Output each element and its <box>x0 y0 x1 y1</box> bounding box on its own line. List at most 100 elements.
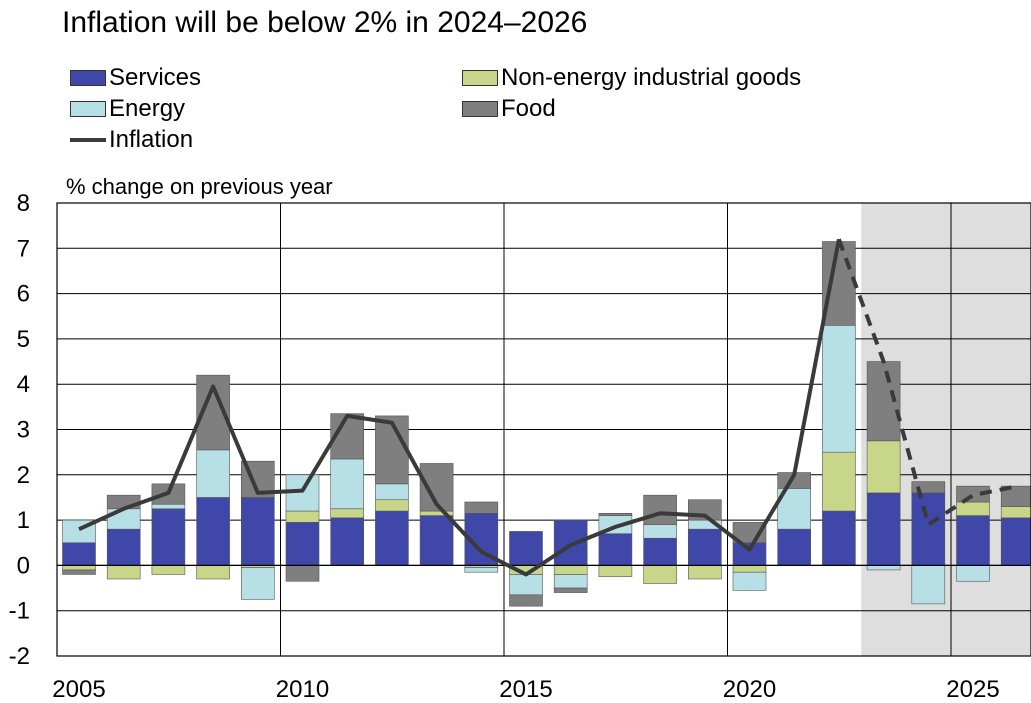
y-tick-label: 0 <box>17 552 30 579</box>
bar-services-2011 <box>330 517 365 566</box>
bar-energy-2012 <box>375 483 409 501</box>
plot-frame <box>56 202 1031 657</box>
bar-food-2026 <box>1000 485 1031 507</box>
bar-services-2023 <box>866 492 901 566</box>
bar-food-2015 <box>509 594 543 607</box>
legend-item-food: Food <box>462 95 556 123</box>
bar-services-2007 <box>151 508 186 566</box>
bar-non-energy-industrial-goods-2020 <box>732 565 767 573</box>
legend-label-inflation: Inflation <box>109 126 194 153</box>
legend-swatch-energy <box>70 101 106 117</box>
bar-non-energy-industrial-goods-2010 <box>285 510 320 523</box>
legend-item-services: Services <box>70 64 201 92</box>
bar-food-2018 <box>643 494 677 525</box>
bar-non-energy-industrial-goods-2017 <box>598 565 633 578</box>
legend-swatch-inflation <box>70 138 106 142</box>
bar-non-energy-industrial-goods-2005 <box>62 565 96 571</box>
bar-non-energy-industrial-goods-2016 <box>553 565 588 575</box>
legend-item-non-energy: Non-energy industrial goods <box>462 64 801 92</box>
bar-energy-2006 <box>106 508 141 530</box>
bar-services-2013 <box>419 515 454 566</box>
y-tick-label: 6 <box>17 281 30 308</box>
legend-swatch-non-energy <box>462 70 498 86</box>
x-tick-label: 2015 <box>499 676 552 703</box>
bar-non-energy-industrial-goods-2008 <box>196 565 230 580</box>
bar-services-2018 <box>643 537 677 566</box>
y-tick-label: 1 <box>17 507 30 534</box>
bar-food-2016 <box>553 587 588 593</box>
bar-energy-2008 <box>196 449 230 498</box>
bar-food-2017 <box>598 513 633 516</box>
bar-services-2010 <box>285 522 320 566</box>
bar-energy-2009 <box>241 567 275 600</box>
legend-swatch-services <box>70 70 106 86</box>
x-tick-label: 2010 <box>276 676 329 703</box>
bar-energy-2011 <box>330 458 365 510</box>
bar-food-2005 <box>62 569 96 575</box>
bar-non-energy-industrial-goods-2019 <box>687 565 722 580</box>
bar-energy-2018 <box>643 524 677 539</box>
bar-services-2021 <box>777 528 812 566</box>
legend-swatch-food <box>462 101 498 117</box>
bar-services-2006 <box>106 528 141 566</box>
bar-non-energy-industrial-goods-2025 <box>956 501 990 516</box>
bar-services-2015 <box>509 531 543 566</box>
bar-non-energy-industrial-goods-2018 <box>643 565 677 584</box>
legend-label-energy: Energy <box>109 95 186 122</box>
bar-energy-2022 <box>822 325 856 453</box>
bar-services-2016 <box>553 519 588 566</box>
bar-services-2025 <box>956 515 990 566</box>
bar-food-2025 <box>956 485 990 503</box>
bar-energy-2014 <box>464 567 499 573</box>
bar-food-2012 <box>375 415 409 485</box>
bar-food-2022 <box>822 241 856 326</box>
bar-services-2009 <box>241 497 275 566</box>
y-tick-label: 2 <box>17 462 30 489</box>
inflation-line <box>78 238 841 577</box>
bar-non-energy-industrial-goods-2006 <box>106 565 141 580</box>
bar-services-2008 <box>196 497 230 566</box>
bar-non-energy-industrial-goods-2023 <box>866 440 901 494</box>
bar-services-2005 <box>62 542 96 566</box>
bar-non-energy-industrial-goods-2022 <box>822 451 856 512</box>
bar-non-energy-industrial-goods-2026 <box>1000 506 1031 519</box>
y-tick-label: -1 <box>9 598 30 625</box>
bar-food-2014 <box>464 501 499 514</box>
bar-services-2019 <box>687 528 722 566</box>
bar-services-2012 <box>375 510 409 566</box>
legend-label-services: Services <box>109 64 202 91</box>
bar-services-2017 <box>598 533 633 566</box>
bar-food-2024 <box>911 481 946 494</box>
x-tick-label: 2020 <box>723 676 776 703</box>
bar-non-energy-industrial-goods-2011 <box>330 508 365 519</box>
legend-label-non-energy: Non-energy industrial goods <box>501 64 802 91</box>
bar-energy-2007 <box>151 503 186 510</box>
bar-non-energy-industrial-goods-2007 <box>151 565 186 575</box>
bar-energy-2025 <box>956 565 990 582</box>
y-tick-label: -2 <box>9 643 30 670</box>
legend-item-inflation: Inflation <box>70 126 193 154</box>
x-tick-label: 2005 <box>52 676 105 703</box>
y-tick-label: 3 <box>17 417 30 444</box>
legend-item-energy: Energy <box>70 95 185 123</box>
bar-energy-2020 <box>732 571 767 591</box>
y-tick-label: 5 <box>17 326 30 353</box>
y-axis-label: % change on previous year <box>66 174 333 199</box>
inflation-line-forecast <box>837 238 1019 528</box>
bar-energy-2024 <box>911 565 946 605</box>
y-tick-label: 4 <box>17 371 30 398</box>
bar-energy-2016 <box>553 574 588 589</box>
bar-services-2022 <box>822 510 856 566</box>
chart-title: Inflation will be below 2% in 2024–2026 <box>62 6 588 39</box>
bar-services-2024 <box>911 492 946 566</box>
y-tick-label: 7 <box>17 235 30 262</box>
bar-non-energy-industrial-goods-2012 <box>375 499 409 512</box>
bar-energy-2015 <box>509 574 543 596</box>
y-tick-label: 8 <box>17 190 30 217</box>
x-tick-label: 2025 <box>946 676 999 703</box>
bar-energy-2023 <box>866 565 901 571</box>
bar-food-2010 <box>285 565 320 582</box>
bar-services-2026 <box>1000 517 1031 566</box>
legend-label-food: Food <box>501 95 556 122</box>
